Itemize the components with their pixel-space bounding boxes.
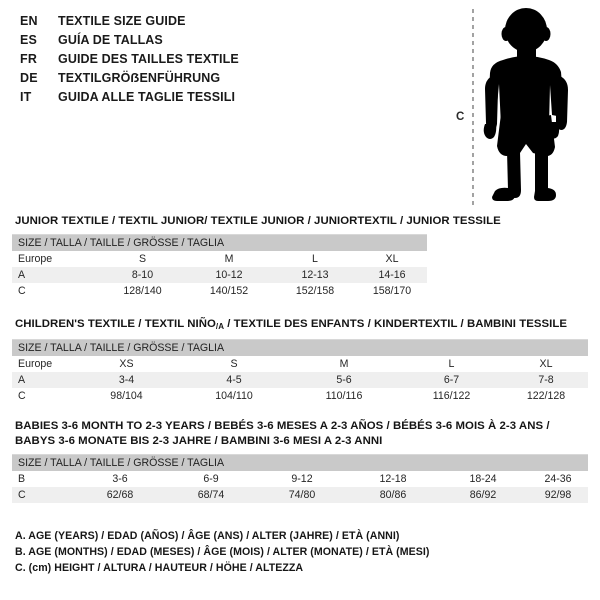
cell-height-m-children: 110/116 — [289, 387, 399, 404]
cell-height-4-babies: 80/86 — [348, 487, 438, 503]
cell-height-5-babies: 86/92 — [438, 487, 528, 503]
child-silhouette-icon — [472, 8, 568, 207]
table-row: Europe XS S M L XL — [12, 355, 588, 372]
cell-age-l-junior: 12-13 — [273, 267, 357, 283]
language-code-it: IT — [20, 90, 32, 104]
children-size-table: SIZE / TALLA / TAILLE / GRÖSSE / TAGLIA … — [12, 338, 588, 404]
cell-height-xl-children: 122/128 — [504, 387, 588, 404]
cell-size-xl-junior: XL — [357, 251, 427, 267]
table-row: A 8-10 10-12 12-13 14-16 — [12, 267, 427, 283]
table-row: B 3-6 6-9 9-12 12-18 18-24 24-36 — [12, 471, 588, 487]
cell-age-s-children: 4-5 — [179, 371, 289, 388]
size-band-label-junior: SIZE / TALLA / TAILLE / GRÖSSE / TAGLIA — [12, 234, 427, 251]
cell-height-s-children: 104/110 — [179, 387, 289, 404]
page-title-es: GUÍA DE TALLAS — [58, 33, 163, 47]
language-code-es: ES — [20, 33, 38, 47]
section-babies-textile: BABIES 3-6 MONTH TO 2-3 YEARS / BEBÉS 3-… — [0, 419, 588, 503]
cell-size-s-junior: S — [100, 251, 185, 267]
size-band-label-children: SIZE / TALLA / TAILLE / GRÖSSE / TAGLIA — [12, 338, 588, 356]
language-row-en: EN TEXTILE SIZE GUIDE — [0, 14, 430, 33]
cell-age-xs-children: 3-4 — [74, 371, 179, 388]
row-label-b-babies: B — [12, 471, 74, 487]
cell-months-5-babies: 18-24 — [438, 471, 528, 487]
cell-age-l-children: 6-7 — [399, 371, 504, 388]
language-row-es: ES GUÍA DE TALLAS — [0, 33, 430, 52]
legend-line-c: C. (cm) HEIGHT / ALTURA / HAUTEUR / HÖHE… — [15, 562, 304, 574]
legend-block: A. AGE (YEARS) / EDAD (AÑOS) / ÂGE (ANS)… — [0, 528, 500, 576]
language-row-it: IT GUIDA ALLE TAGLIE TESSILI — [0, 90, 430, 109]
page-title-de: TEXTILGRÖẞENFÜHRUNG — [58, 71, 221, 85]
cell-height-l-children: 116/122 — [399, 387, 504, 404]
cell-height-l-junior: 152/158 — [273, 283, 357, 299]
cell-size-l-children: L — [399, 355, 504, 372]
row-label-europe-children: Europe — [12, 355, 74, 372]
cell-height-6-babies: 92/98 — [528, 487, 588, 503]
section-junior-textile: JUNIOR TEXTILE / TEXTIL JUNIOR/ TEXTILE … — [0, 214, 501, 299]
row-label-a-junior: A — [12, 267, 100, 283]
cell-months-2-babies: 6-9 — [166, 471, 256, 487]
legend-line-a: A. AGE (YEARS) / EDAD (AÑOS) / ÂGE (ANS)… — [15, 530, 400, 542]
cell-months-6-babies: 24-36 — [528, 471, 588, 487]
cell-age-m-children: 5-6 — [289, 371, 399, 388]
row-label-c-junior: C — [12, 283, 100, 299]
cell-size-m-children: M — [289, 355, 399, 372]
row-label-europe-junior: Europe — [12, 251, 100, 267]
table-band-header-children: SIZE / TALLA / TAILLE / GRÖSSE / TAGLIA — [12, 338, 588, 356]
language-code-fr: FR — [20, 52, 38, 66]
cell-age-xl-junior: 14-16 — [357, 267, 427, 283]
cell-size-l-junior: L — [273, 251, 357, 267]
cell-size-s-children: S — [179, 355, 289, 372]
height-illustration: C — [440, 6, 600, 211]
cell-size-xs-children: XS — [74, 355, 179, 372]
child-silhouette-shape — [483, 8, 568, 201]
language-code-en: EN — [20, 14, 38, 28]
table-row: Europe S M L XL — [12, 251, 427, 267]
size-band-label-babies: SIZE / TALLA / TAILLE / GRÖSSE / TAGLIA — [12, 454, 588, 471]
cell-size-xl-children: XL — [504, 355, 588, 372]
cell-height-3-babies: 74/80 — [256, 487, 348, 503]
table-band-header-junior: SIZE / TALLA / TAILLE / GRÖSSE / TAGLIA — [12, 234, 427, 251]
cell-age-xl-children: 7-8 — [504, 371, 588, 388]
cell-height-1-babies: 62/68 — [74, 487, 166, 503]
section-title-children-subscript: /A — [215, 321, 225, 331]
junior-size-table: SIZE / TALLA / TAILLE / GRÖSSE / TAGLIA … — [12, 234, 427, 299]
cell-height-m-junior: 140/152 — [185, 283, 273, 299]
page-title-it: GUIDA ALLE TAGLIE TESSILI — [58, 90, 236, 104]
cell-age-m-junior: 10-12 — [185, 267, 273, 283]
section-title-babies-line1: BABIES 3-6 MONTH TO 2-3 YEARS / BEBÉS 3-… — [15, 420, 550, 432]
babies-size-table: SIZE / TALLA / TAILLE / GRÖSSE / TAGLIA … — [12, 454, 588, 503]
row-label-a-children: A — [12, 371, 74, 388]
cell-height-2-babies: 68/74 — [166, 487, 256, 503]
cell-months-1-babies: 3-6 — [74, 471, 166, 487]
row-label-c-children: C — [12, 387, 74, 404]
language-code-de: DE — [20, 71, 38, 85]
section-title-children-pre: CHILDREN'S TEXTILE / TEXTIL NIÑO — [15, 318, 216, 330]
section-title-children: CHILDREN'S TEXTILE / TEXTIL NIÑO/A / TEX… — [0, 317, 588, 334]
cell-height-s-junior: 128/140 — [100, 283, 185, 299]
height-marker-label: C — [456, 111, 465, 123]
cell-months-3-babies: 9-12 — [256, 471, 348, 487]
page-title-en: TEXTILE SIZE GUIDE — [58, 14, 186, 28]
table-band-header-babies: SIZE / TALLA / TAILLE / GRÖSSE / TAGLIA — [12, 454, 588, 471]
language-row-de: DE TEXTILGRÖẞENFÜHRUNG — [0, 71, 430, 90]
cell-height-xl-junior: 158/170 — [357, 283, 427, 299]
language-title-block: EN TEXTILE SIZE GUIDE ES GUÍA DE TALLAS … — [0, 14, 430, 109]
table-row: C 128/140 140/152 152/158 158/170 — [12, 283, 427, 299]
table-row: A 3-4 4-5 5-6 6-7 7-8 — [12, 371, 588, 388]
section-childrens-textile: CHILDREN'S TEXTILE / TEXTIL NIÑO/A / TEX… — [0, 317, 588, 404]
cell-months-4-babies: 12-18 — [348, 471, 438, 487]
table-row: C 62/68 68/74 74/80 80/86 86/92 92/98 — [12, 487, 588, 503]
page-title-fr: GUIDE DES TAILLES TEXTILE — [58, 52, 239, 66]
legend-line-b: B. AGE (MONTHS) / EDAD (MESES) / ÂGE (MO… — [15, 546, 430, 558]
section-title-junior: JUNIOR TEXTILE / TEXTIL JUNIOR/ TEXTILE … — [15, 215, 501, 227]
row-label-c-babies: C — [12, 487, 74, 503]
section-title-children-post: / TEXTILE DES ENFANTS / KINDERTEXTIL / B… — [224, 318, 568, 330]
section-title-babies-line2: BABYS 3-6 MONATE BIS 2-3 JAHRE / BAMBINI… — [15, 435, 383, 447]
cell-size-m-junior: M — [185, 251, 273, 267]
language-row-fr: FR GUIDE DES TAILLES TEXTILE — [0, 52, 430, 71]
table-row: C 98/104 104/110 110/116 116/122 122/128 — [12, 387, 588, 404]
cell-age-s-junior: 8-10 — [100, 267, 185, 283]
cell-height-xs-children: 98/104 — [74, 387, 179, 404]
